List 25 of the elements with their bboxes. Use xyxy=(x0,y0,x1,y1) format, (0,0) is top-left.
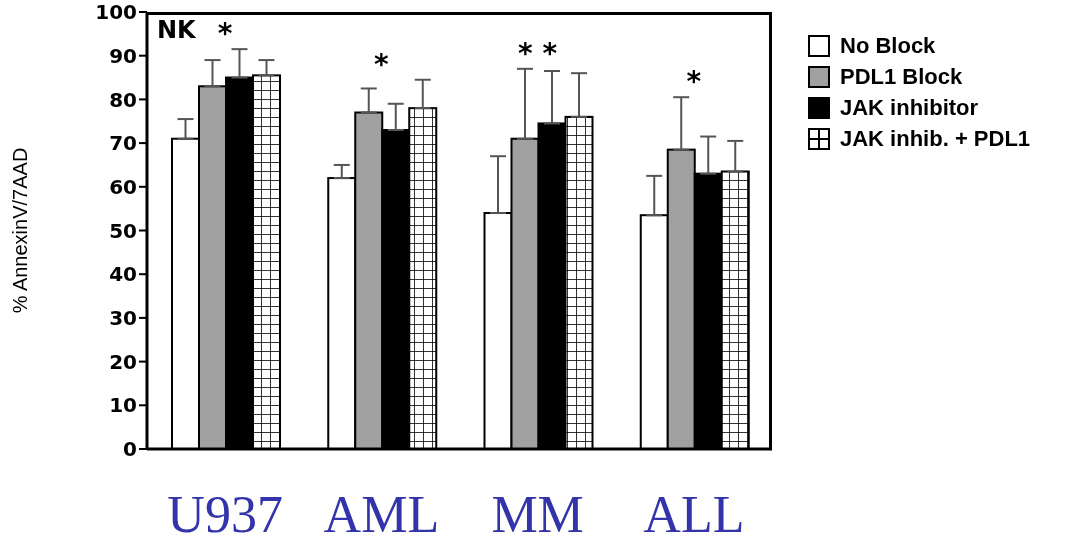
annotation: NK xyxy=(157,16,198,44)
x-tick-label: ALL xyxy=(643,485,745,543)
y-tick-label: 90 xyxy=(109,43,137,68)
x-tick-label: MM xyxy=(491,485,584,543)
annotation: * * xyxy=(518,36,558,70)
legend-label: JAK inhib. + PDL1 xyxy=(840,125,1031,152)
y-tick-label: 20 xyxy=(109,349,137,374)
annotation: * xyxy=(686,65,702,99)
x-tick-label: U937 xyxy=(167,485,283,543)
legend-label: PDL1 Block xyxy=(840,63,963,90)
y-tick-label: 30 xyxy=(109,306,137,330)
legend-label: No Block xyxy=(840,32,936,59)
annotation: * xyxy=(374,47,390,81)
y-tick-label: 0 xyxy=(123,437,137,462)
y-tick-label: 70 xyxy=(109,131,137,156)
y-axis-title: % AnnexinV/7AAD xyxy=(9,147,32,314)
y-tick-label: 80 xyxy=(109,87,137,112)
annotation: * xyxy=(217,17,233,51)
y-tick-label: 50 xyxy=(109,218,137,243)
x-tick-label: AML xyxy=(323,485,440,543)
y-tick-label: 60 xyxy=(109,174,137,199)
y-tick-label: 40 xyxy=(109,262,137,287)
y-tick-label: 100 xyxy=(95,0,137,25)
y-tick-label: 10 xyxy=(109,393,137,418)
legend-label: JAK inhibitor xyxy=(840,94,979,121)
